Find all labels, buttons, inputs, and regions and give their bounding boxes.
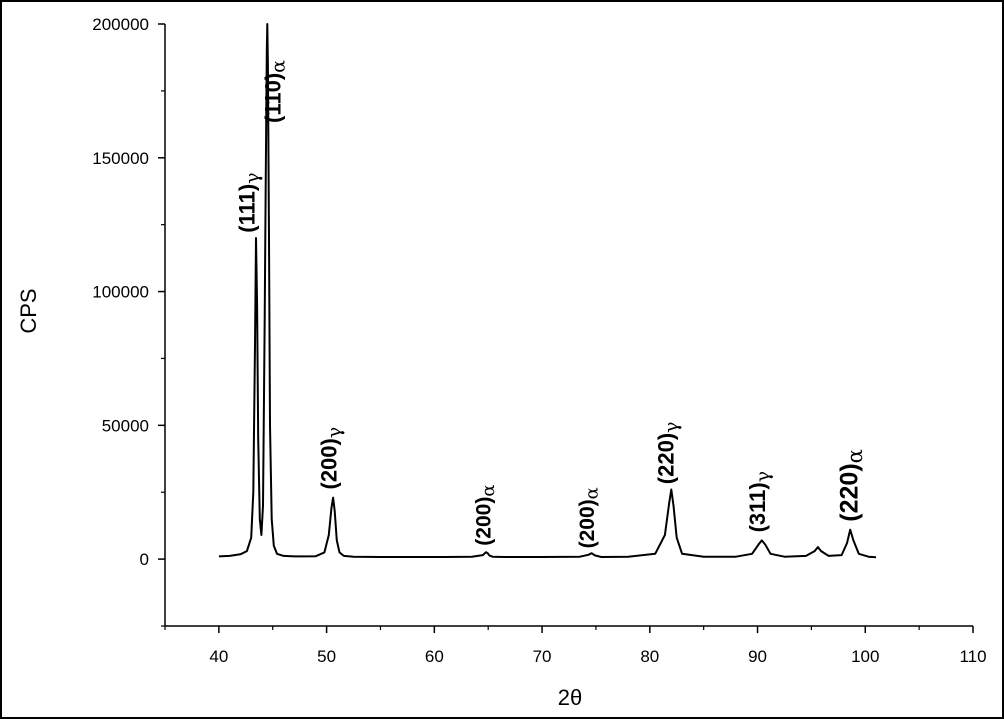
series-line-cps: [218, 23, 877, 559]
peak-annotations: (111)γ (110)α (200)γ (200)α (200)α (220)γ (311…: [234, 60, 867, 549]
x-tick-label: 100: [851, 647, 879, 666]
x-tick-label: 40: [209, 647, 228, 666]
x-tick-label: 90: [748, 647, 767, 666]
x-tick-label: 50: [317, 647, 336, 666]
y-tick-label: 150000: [92, 149, 149, 168]
peak-annotation: (200)α: [576, 487, 603, 548]
axes: [164, 24, 973, 627]
peak-annotation: (220)α: [836, 449, 868, 522]
x-tick-label: 110: [959, 647, 986, 666]
ticks: 40 50 60 70 80 90 100 110 0 50000 100000 150000 2000…: [92, 15, 986, 666]
x-axis-title: 2θ: [558, 685, 582, 710]
x-tick-label: 60: [425, 647, 444, 666]
y-tick-label: 0: [140, 550, 149, 569]
peak-annotation: (200)α: [472, 485, 499, 546]
y-tick-label: 100000: [92, 283, 149, 302]
peak-annotation: (110)α: [260, 60, 289, 123]
peak-annotation: (220)γ: [654, 421, 683, 484]
x-tick-label: 80: [640, 647, 659, 666]
peak-annotation: (311)γ: [745, 471, 774, 533]
x-tick-label: 70: [533, 647, 552, 666]
y-axis-title: CPS: [16, 288, 41, 333]
y-tick-label: 200000: [92, 15, 149, 34]
peak-annotation: (111)γ: [234, 172, 263, 232]
peak-annotation: (200)γ: [316, 427, 345, 490]
y-tick-label: 50000: [102, 416, 149, 435]
